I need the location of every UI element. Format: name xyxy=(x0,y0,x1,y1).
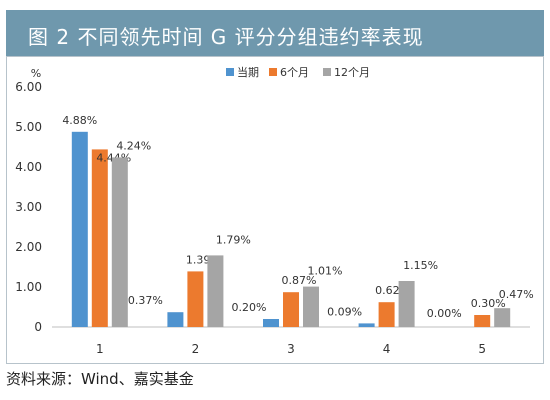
data-label: 4.24% xyxy=(116,139,151,152)
bar-2-cat-3 xyxy=(283,292,299,327)
x-tick-label: 2 xyxy=(192,342,200,356)
data-label: 0.09% xyxy=(327,305,362,318)
y-tick-label: 2.00 xyxy=(15,240,42,254)
x-tick-label: 3 xyxy=(287,342,295,356)
y-tick-label: 5.00 xyxy=(15,120,42,134)
bar-1-cat-4 xyxy=(358,323,375,327)
bar-2-cat-5 xyxy=(474,315,491,327)
bar-3-cat-4 xyxy=(398,281,415,327)
bar-3-cat-5 xyxy=(494,308,511,327)
data-label: 1.15% xyxy=(403,259,438,272)
y-tick-label: 1.00 xyxy=(15,280,42,294)
bar-3-cat-3 xyxy=(303,286,319,327)
legend-swatch xyxy=(226,68,234,76)
legend-swatch xyxy=(269,68,277,76)
y-axis-unit: % xyxy=(31,67,41,80)
data-label: 4.88% xyxy=(62,114,97,127)
y-tick-label: 4.00 xyxy=(15,160,42,174)
figure-title: 图 2 不同领先时间 G 评分分组违约率表现 xyxy=(28,25,424,49)
x-tick-label: 5 xyxy=(478,342,486,356)
bar-1-cat-2 xyxy=(167,312,184,327)
legend-label: 12个月 xyxy=(334,66,370,79)
y-tick-label: 3.00 xyxy=(15,200,42,214)
data-label: 0.30% xyxy=(471,297,506,310)
legend-label: 6个月 xyxy=(280,66,309,79)
y-tick-label: 0 xyxy=(34,320,42,334)
data-label: 0.37% xyxy=(128,294,163,307)
bar-2-cat-4 xyxy=(378,302,395,327)
y-tick-label: 6.00 xyxy=(15,80,42,94)
data-label: 0.20% xyxy=(232,301,267,314)
bar-2-cat-1 xyxy=(91,149,108,327)
data-label: 0.00% xyxy=(427,307,462,320)
data-label: 1.01% xyxy=(308,265,343,278)
data-label: 0.47% xyxy=(499,288,534,301)
bar-2-cat-2 xyxy=(187,271,204,327)
bar-3-cat-1 xyxy=(111,157,128,327)
data-label: 0.87% xyxy=(282,274,317,287)
data-label: 1.79% xyxy=(216,233,251,246)
source-note: 资料来源：Wind、嘉实基金 xyxy=(6,370,194,388)
x-tick-label: 1 xyxy=(96,342,104,356)
legend-swatch xyxy=(323,68,331,76)
x-tick-label: 4 xyxy=(383,342,391,356)
legend-label: 当期 xyxy=(237,65,259,79)
bar-1-cat-1 xyxy=(71,131,88,327)
bar-3-cat-2 xyxy=(207,255,224,327)
figure-header: 图 2 不同领先时间 G 评分分组违约率表现 xyxy=(6,10,544,56)
bar-1-cat-3 xyxy=(263,319,279,327)
